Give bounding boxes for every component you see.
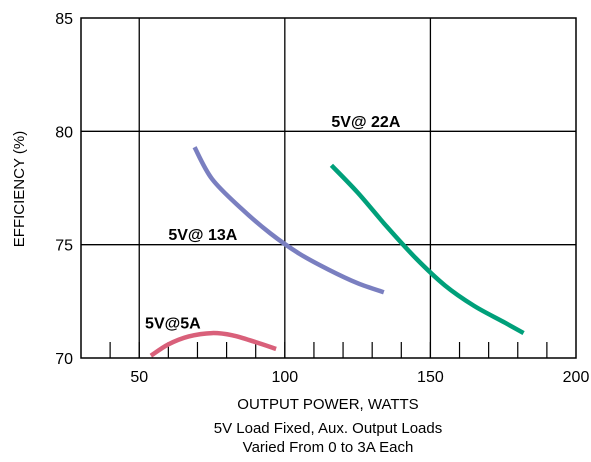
series-line [192,146,385,295]
series-lines [149,146,525,358]
x-axis-title: OUTPUT POWER, WATTS [237,396,418,413]
x-tick-label: 50 [130,369,148,386]
series-labels: 5V@ 22A 5V@ 13A 5V@5A [145,114,401,333]
series-label: 5V@ 13A [168,227,237,244]
x-tick-label: 150 [417,369,444,386]
y-tick-label: 75 [55,238,73,255]
series-line [149,330,277,358]
x-tick-label: 100 [271,369,298,386]
series-line [329,163,525,336]
y-tick-label: 80 [55,124,73,141]
y-axis-title: EFFICIENCY (%) [11,131,28,247]
grid [81,18,576,358]
x-tick-label: 200 [563,369,590,386]
series-label: 5V@5A [145,316,201,333]
chart-note-line-2: Varied From 0 to 3A Each [243,439,414,456]
y-tick-label: 70 [55,351,73,368]
series-label: 5V@ 22A [331,114,400,131]
tick-labels: 50 100 150 200 70 75 80 85 [55,11,589,386]
chart-note-line-1: 5V Load Fixed, Aux. Output Loads [214,420,443,437]
plot-frame [80,17,577,359]
y-tick-label: 85 [55,11,73,28]
